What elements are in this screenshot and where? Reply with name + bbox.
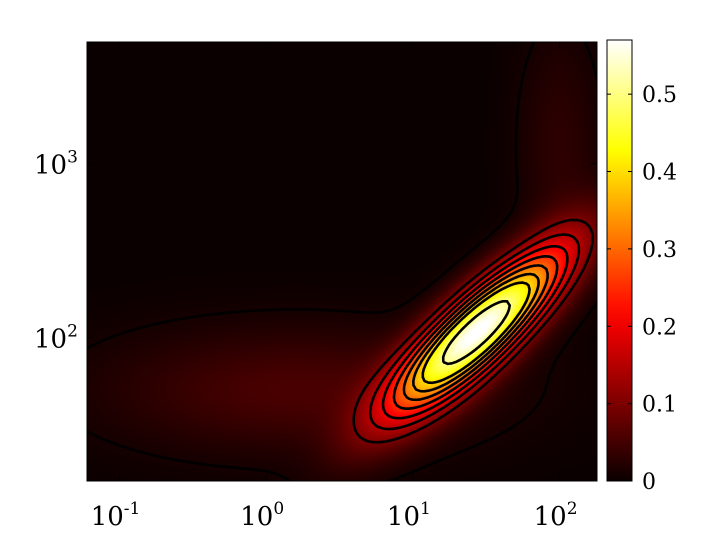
contour-line — [87, 42, 597, 481]
y-tick-label: 103 — [34, 148, 78, 181]
colorbar-scale — [606, 39, 633, 482]
colorbar-tick-label: 0.3 — [642, 238, 677, 263]
colorbar: 0 0.1 0.2 0.3 0.4 0.5 — [606, 39, 677, 495]
contour-line — [352, 218, 595, 444]
plot-area — [86, 41, 598, 482]
contour-line — [402, 264, 549, 402]
contour-line — [381, 244, 569, 420]
x-tick-label: 100 — [240, 499, 284, 532]
heatmap-image — [87, 42, 597, 481]
x-axis: 10-1 100 101 102 — [91, 42, 578, 532]
contour-line — [368, 233, 581, 431]
contour-line — [441, 300, 511, 366]
contour-line — [421, 281, 531, 385]
colorbar-ticks: 0 0.1 0.2 0.3 0.4 0.5 — [607, 83, 677, 495]
colorbar-tick-label: 0 — [642, 470, 656, 495]
colorbar-tick-label: 0.2 — [642, 315, 677, 340]
x-tick-label: 102 — [534, 499, 578, 532]
colorbar-tick-label: 0.1 — [642, 393, 677, 418]
x-tick-label: 101 — [387, 499, 431, 532]
contour-line — [412, 272, 540, 393]
y-axis: 102 103 — [34, 148, 597, 355]
contour-lines — [87, 42, 597, 481]
y-tick-label: 102 — [34, 322, 78, 355]
contour-line — [392, 255, 559, 410]
colorbar-tick-label: 0.4 — [642, 161, 677, 186]
plot-frame — [86, 41, 598, 482]
x-tick-label: 10-1 — [91, 499, 141, 532]
colorbar-tick-label: 0.5 — [642, 83, 677, 108]
